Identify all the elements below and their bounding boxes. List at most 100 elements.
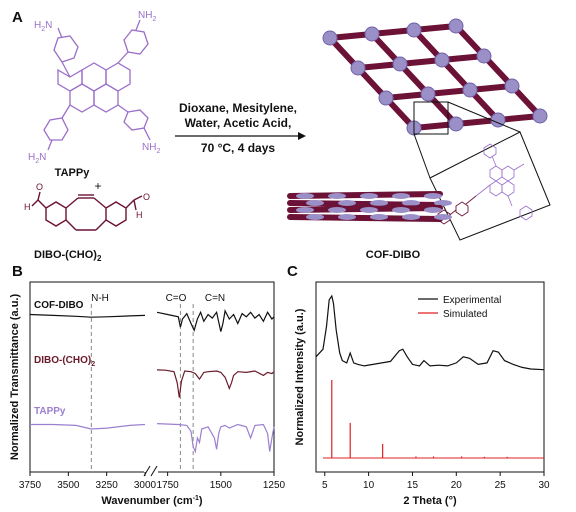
annotation-co: C=O [166, 293, 187, 304]
lattice-node [462, 82, 478, 98]
stack-node [370, 214, 388, 220]
zoom-line-bottom [413, 133, 431, 179]
dibo-atom-labels: H O O H [24, 182, 150, 220]
plot-c-tick-label: 25 [495, 480, 507, 491]
stack-node [392, 193, 410, 199]
zoom-source-box [413, 101, 449, 135]
plot-b-tick-label: 3750 [19, 480, 42, 491]
lattice-node [448, 18, 464, 34]
stack-node [402, 214, 420, 220]
plot-b-tick-label: 3250 [96, 480, 119, 491]
plot-b-series-line [30, 423, 146, 430]
plot-b-tick-label: 1250 [263, 480, 286, 491]
plot-b-xlabel: Wavenumber (cm-1) [101, 495, 203, 507]
panel-b-letter: B [12, 263, 23, 280]
plot-c-ticks: 5 10 15 20 25 30 [322, 472, 550, 491]
dibo-o-right: O [143, 192, 150, 202]
plot-c-series [315, 294, 545, 459]
zoom-line-top [447, 101, 521, 133]
plot-b-series-line [29, 313, 146, 318]
plot-b-tick-label: 1750 [157, 480, 180, 491]
stack-node [296, 193, 314, 199]
plot-b-tick-label: 3000 [134, 480, 157, 491]
lattice-node [448, 116, 464, 132]
stack-node [360, 207, 378, 213]
panel-c-letter: C [287, 263, 298, 280]
panel-a-letter: A [12, 9, 23, 26]
lattice-node [406, 22, 422, 38]
lattice-node [504, 78, 520, 94]
cof-dibo-label: COF-DIBO [366, 249, 421, 261]
dibo-h-right: H [136, 210, 143, 220]
stack-node [306, 200, 324, 206]
stack-node [306, 214, 324, 220]
stack-node [296, 207, 314, 213]
stack-node [434, 214, 452, 220]
stack-node [392, 207, 410, 213]
plot-b-series-line [156, 309, 275, 333]
stack-node [424, 193, 442, 199]
stack-node [328, 193, 346, 199]
zoom-inset-molecule [475, 143, 533, 221]
lattice-node [364, 26, 380, 42]
plot-b-ticks: 3750 3500 3250 3000 1750 1500 1250 [19, 472, 286, 491]
reaction-arrow-head [298, 132, 306, 140]
plot-b-tick-label: 1500 [210, 480, 233, 491]
conditions-line-1: Dioxane, Mesitylene, [179, 101, 297, 115]
plot-c-legend: Experimental Simulated [418, 295, 501, 320]
plot-c-xlabel: 2 Theta (°) [403, 495, 457, 507]
stack-node [328, 207, 346, 213]
lattice-node [392, 56, 408, 72]
dibo-label: DIBO-(CHO)2 [34, 249, 102, 263]
stack-node [360, 193, 378, 199]
plot-b-series-line [156, 423, 275, 454]
amine-bottom-right: NH2 [142, 142, 160, 155]
amine-bottom-left: H2N [28, 152, 46, 165]
annotation-nh: N-H [91, 293, 109, 304]
dibo-h-left: H [24, 202, 31, 212]
conditions-line-3: 70 °C, 4 days [201, 141, 276, 155]
legend-experimental-label: Experimental [443, 295, 501, 306]
stack-node [370, 200, 388, 206]
plus-sign: + [94, 179, 101, 193]
plot-b-ylabel: Normalized Transmittance (a.u.) [9, 294, 21, 461]
amine-top-right: NH2 [138, 10, 156, 23]
lattice-node [378, 90, 394, 106]
lattice-node [322, 30, 338, 46]
stack-node [338, 200, 356, 206]
plot-c-tick-label: 30 [538, 480, 550, 491]
stack-node [402, 200, 420, 206]
plot-c-tick-label: 20 [451, 480, 463, 491]
stack-node [434, 200, 452, 206]
stack-node [424, 207, 442, 213]
tappy-amine-labels: H2N NH2 H2N NH2 [28, 10, 160, 165]
plot-b-series [29, 309, 275, 454]
plot-c-tick-label: 10 [363, 480, 375, 491]
plot-b-tick-label: 3500 [57, 480, 80, 491]
lattice-node [434, 52, 450, 68]
axis-break-mark [143, 465, 158, 477]
plot-c-ylabel: Normalized Intensity (a.u.) [294, 308, 306, 445]
dibo-o-left: O [36, 182, 43, 192]
tappy-label: TAPPy [55, 167, 91, 179]
cof-stack-side-view [287, 191, 452, 222]
annotation-cn: C=N [205, 293, 225, 304]
lattice-node [476, 48, 492, 64]
plot-c-tick-label: 15 [407, 480, 419, 491]
conditions-line-2: Water, Acetic Acid, [185, 116, 292, 130]
tappy-molecule [43, 19, 151, 151]
lattice-node [532, 108, 548, 124]
amine-top-left: H2N [34, 20, 52, 33]
legend-simulated-label: Simulated [443, 309, 487, 320]
plot-b-series-line [156, 369, 275, 398]
lattice-node [420, 86, 436, 102]
cof-lattice-top-view [322, 18, 548, 136]
series-label-dibo: DIBO-(CHO)2 [34, 355, 95, 368]
dibo-molecule [31, 191, 143, 231]
plot-c-frame [315, 281, 545, 473]
series-label-cof-dibo: COF-DIBO [34, 300, 84, 311]
plot-c-tick-label: 5 [322, 480, 328, 491]
series-label-tappy: TAPPy [34, 406, 66, 417]
lattice-node [350, 60, 366, 76]
